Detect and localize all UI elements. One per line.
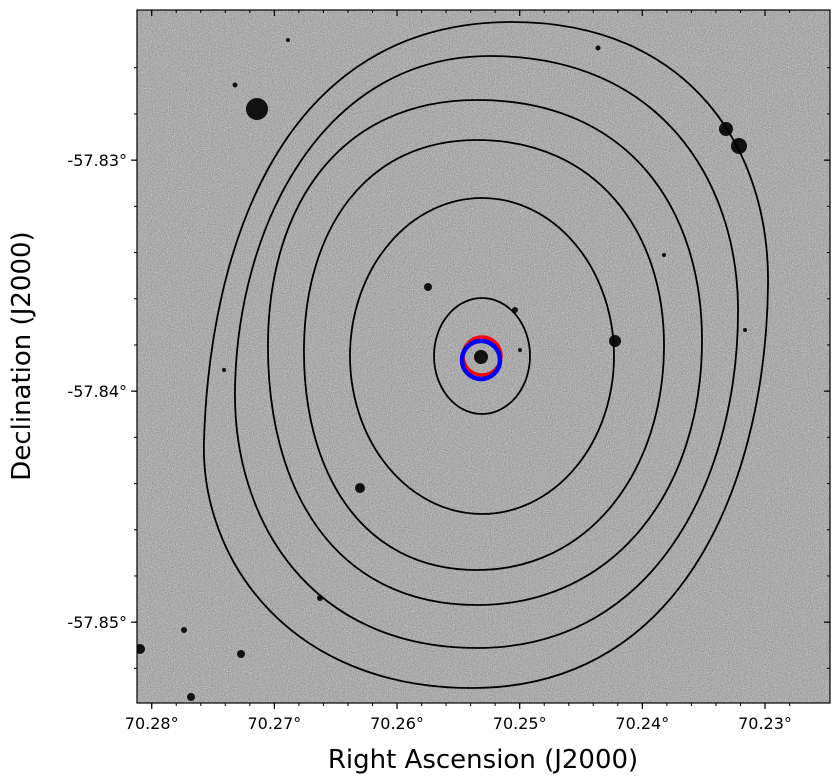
y-axis-title: Declination (J2000) xyxy=(7,231,37,480)
x-tick-label: 70.23° xyxy=(738,714,792,733)
blue-position-marker xyxy=(459,338,503,382)
y-tick-label: -57.84° xyxy=(67,382,127,401)
contour-level-2 xyxy=(349,197,615,515)
contour-lines xyxy=(203,21,769,689)
plot-frame xyxy=(136,9,831,704)
minor-ticks xyxy=(134,10,830,706)
contour-level-5 xyxy=(234,55,739,649)
y-axis-ticks: -57.85° -57.84° -57.83° xyxy=(67,151,830,632)
x-axis-ticks: 70.28° 70.27° 70.26° 70.25° 70.24° 70.23° xyxy=(125,10,792,733)
x-tick-label: 70.24° xyxy=(615,714,669,733)
y-tick-label: -57.85° xyxy=(67,613,127,632)
y-tick-label: -57.83° xyxy=(67,151,127,170)
contour-level-6 xyxy=(203,21,769,689)
x-tick-label: 70.25° xyxy=(493,714,547,733)
sky-image xyxy=(137,10,830,703)
contour-level-1 xyxy=(433,297,531,415)
x-tick-label: 70.26° xyxy=(370,714,424,733)
x-tick-label: 70.27° xyxy=(247,714,301,733)
x-axis-title: Right Ascension (J2000) xyxy=(328,745,638,775)
contour-level-4 xyxy=(267,99,703,606)
contour-level-3 xyxy=(303,139,665,571)
star-sources xyxy=(137,38,747,701)
x-tick-label: 70.28° xyxy=(125,714,179,733)
